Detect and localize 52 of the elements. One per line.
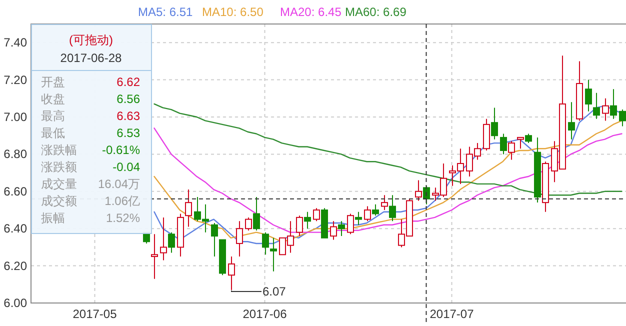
candlestick [585,79,592,112]
y-tick-label: 7.00 [4,110,28,124]
annotation: 成交量 [41,177,77,191]
line-series [154,103,622,196]
y-tick-label: 7.40 [4,36,28,50]
y-tick-label: 7.20 [4,72,28,87]
y-tick-label: 6.60 [4,184,28,198]
annotation: -0.04 [112,160,140,174]
y-tick-label: 6.00 [4,296,28,310]
annotation: 涨跌幅 [41,143,77,157]
annotation: 16.04万 [98,177,140,191]
text: MA10: 6.50 [202,5,264,19]
text: MA20: 6.45 [280,5,342,19]
annotation: 收盘 [41,92,65,106]
text: MA60: 6.69 [345,5,407,19]
candlestick [610,88,617,120]
candlestick [568,102,575,140]
annotation: 涨跌额 [41,160,77,174]
annotation: 最高 [41,109,65,123]
annotation: 振幅 [41,211,65,225]
candlestick [185,189,192,228]
candlestick [491,107,498,140]
annotation: 6.07 [262,284,286,298]
text: MA5: 6.51 [138,5,194,19]
annotation: 成交额 [41,194,77,208]
candlestick [330,220,337,240]
annotation: 6.53 [116,126,140,140]
annotation: 6.63 [116,109,140,123]
annotation: 最低 [41,126,65,140]
candlestick [355,211,362,226]
annotation: 1.06亿 [104,194,140,208]
annotation: (可拖动) [69,33,113,47]
y-tick-label: 6.20 [4,258,28,273]
x-tick-label: 2017-06 [242,307,288,321]
annotation: 1.52% [106,211,140,225]
candlestick [236,220,243,257]
annotation: 6.56 [116,92,140,106]
annotation: 开盘 [41,75,65,89]
candlestick [593,92,600,120]
annotation: 2017-06-28 [60,51,122,65]
annotation: 6.62 [116,75,140,89]
candlestick [177,213,184,257]
candlestick [228,256,235,290]
candlestick [270,237,277,272]
candlestick [151,234,158,280]
x-tick-label: 2017-05 [72,307,118,321]
x-tick-label: 2017-07 [430,307,474,321]
candlestick [304,211,311,230]
y-tick-label: 6.80 [4,147,28,162]
annotation: -0.61% [102,143,140,157]
y-tick-label: 6.40 [4,222,28,236]
candlestick [338,220,345,237]
